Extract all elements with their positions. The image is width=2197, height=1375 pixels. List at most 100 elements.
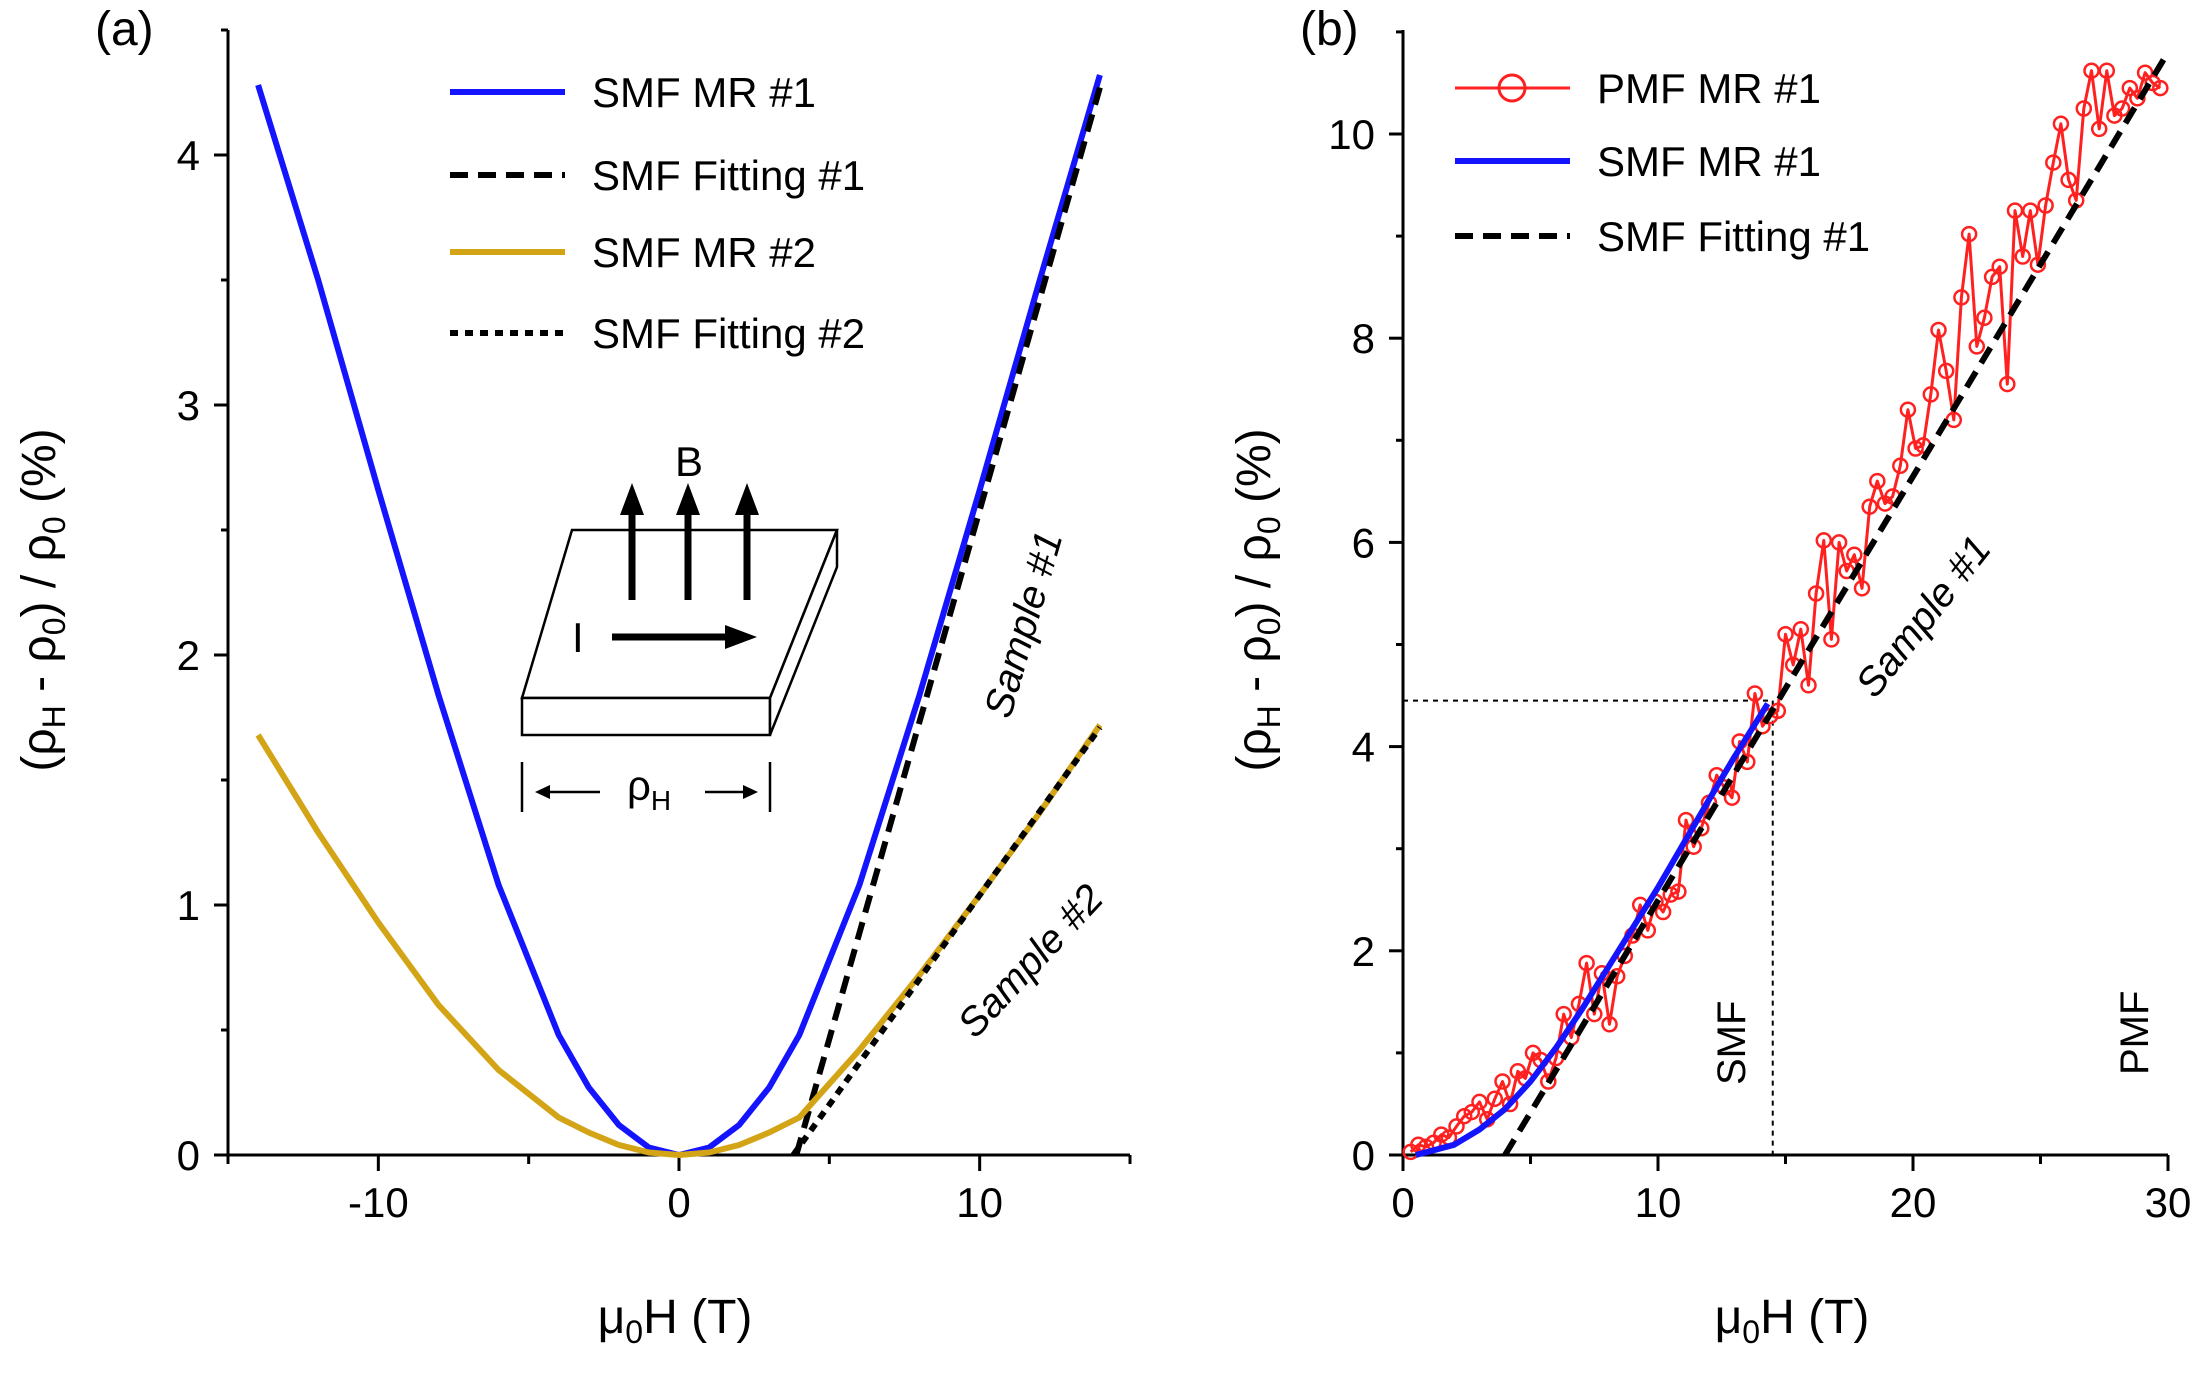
panel-a-xtick-label: 0 bbox=[667, 1179, 690, 1226]
panel-b-pmf-label: PMF bbox=[2113, 991, 2157, 1075]
panel-b-series-pmf-mr-1-point bbox=[1670, 883, 1687, 900]
panel-b-series-pmf-mr-1-point bbox=[1976, 309, 1993, 327]
panel-b-series-pmf-mr-1-point bbox=[2129, 90, 2146, 107]
panel-b-series-pmf-mr-1-point bbox=[1471, 1093, 1488, 1111]
panel-b-series-pmf-mr-1-point bbox=[2098, 62, 2116, 79]
panel-a-ytick-label: 2 bbox=[177, 632, 200, 679]
panel-b-ytick-label: 4 bbox=[1352, 724, 1375, 771]
panel-b-series-pmf-mr-1-point bbox=[1869, 472, 1886, 490]
panel-a-series-smf-fitting-1 bbox=[793, 86, 1103, 1156]
panel-a-xtick-label: 10 bbox=[956, 1179, 1003, 1226]
panel-b-series-pmf-mr-1-point bbox=[1501, 1095, 1519, 1113]
panel-a-series-smf-fitting-2 bbox=[790, 725, 1103, 1157]
panel-b-series-pmf-mr-1-point bbox=[1777, 626, 1794, 643]
panel-a: (a) -10 0 10 0 1 2 3 4 (ρH - ρ0) / ρ0 (%) μ0H (… bbox=[13, 3, 1132, 1350]
panel-b-series-pmf-mr-1-point bbox=[1968, 338, 1986, 355]
field-arrows bbox=[620, 483, 759, 600]
panel-a-series-smf-mr-2 bbox=[255, 723, 1103, 1158]
panel-b-series-pmf-mr-1-point bbox=[1930, 321, 1947, 339]
legend-marker-pmf-mr1 bbox=[1497, 73, 1527, 103]
legend-label-smf-mr2: SMF MR #2 bbox=[592, 229, 816, 276]
panel-b: (b) 0 10 20 30 0 2 4 6 8 10 (ρH - ρ0) / ρ0 (%) μ0… bbox=[1228, 3, 2191, 1350]
panel-b-series-pmf-mr-1-point bbox=[1807, 585, 1825, 602]
panel-b-series-pmf-mr-1-point bbox=[1823, 631, 1840, 648]
inset-schematic: B I ρH bbox=[520, 438, 839, 816]
panel-b-smf-label: SMF bbox=[1710, 1001, 1754, 1085]
panel-b-series-pmf-mr-1-point bbox=[2090, 120, 2108, 138]
field-arrowhead-1 bbox=[620, 483, 644, 515]
panel-b-ytick-label: 8 bbox=[1352, 315, 1375, 362]
panel-b-legend: PMF MR #1 SMF MR #1 SMF Fitting #1 bbox=[1455, 65, 1870, 260]
panel-b-series-pmf-mr-1-point bbox=[1540, 1073, 1557, 1090]
panel-b-series-pmf-mr-1-point bbox=[2136, 64, 2154, 81]
rho-arrowhead-left bbox=[535, 785, 550, 799]
panel-b-series-smf-fitting-1 bbox=[1502, 50, 2171, 1157]
panel-b-xtick-label: 0 bbox=[1391, 1179, 1414, 1226]
panel-b-xtick-label: 10 bbox=[1635, 1179, 1682, 1226]
panel-b-series-pmf-mr-1-point bbox=[1578, 954, 1595, 972]
panel-b-series-pmf-mr-1-point bbox=[1922, 386, 1940, 403]
field-arrowhead-2 bbox=[676, 483, 700, 515]
legend-label-smf-mr1: SMF MR #1 bbox=[592, 69, 816, 116]
panel-b-series-smf-mr-1 bbox=[1415, 702, 1771, 1158]
panel-b-series-pmf-mr-1-point bbox=[2075, 100, 2093, 117]
panel-b-series-pmf-mr-1-point bbox=[1486, 1090, 1504, 1108]
inset-field-label: B bbox=[675, 438, 703, 485]
panel-b-series-pmf-mr-1-point bbox=[1662, 886, 1680, 903]
panel-b-series-pmf-mr-1-point bbox=[1800, 677, 1817, 694]
panel-b-series-pmf-mr-1-point bbox=[1494, 1073, 1511, 1090]
panel-b-x-label: μ0H (T) bbox=[1715, 1291, 1870, 1350]
panel-b-sample1-label: Sample #1 bbox=[1847, 528, 1999, 706]
panel-b-ticks: 0 10 20 30 0 2 4 6 8 10 bbox=[1328, 30, 2192, 1226]
panel-b-xtick-label: 30 bbox=[2145, 1179, 2192, 1226]
panel-b-series-pmf-mr-1-point bbox=[1861, 498, 1878, 515]
panel-b-series-pmf-mr-1-point bbox=[1991, 258, 2008, 275]
panel-b-series-pmf-mr-1-point bbox=[2052, 115, 2070, 133]
panel-b-series-pmf-mr-1-point bbox=[2029, 256, 2047, 273]
panel-b-ytick-label: 10 bbox=[1328, 111, 1375, 158]
panel-b-series-pmf-mr-1-point bbox=[2006, 202, 2024, 219]
panel-a-ytick-label: 0 bbox=[177, 1132, 200, 1179]
panel-b-series-pmf-mr-1-point bbox=[1463, 1103, 1481, 1121]
panel-b-series-pmf-mr-1-point bbox=[1792, 620, 1810, 638]
panel-b-series-pmf-mr-1-point bbox=[2113, 100, 2131, 117]
panel-b-series-pmf-mr-1-point bbox=[1723, 789, 1741, 806]
panel-b-series-pmf-mr-1-point bbox=[1999, 375, 2016, 393]
panel-b-series bbox=[1402, 50, 2171, 1161]
panel-b-series-pmf-mr-1-point bbox=[1677, 811, 1695, 829]
legend-label-pmf-mr1: PMF MR #1 bbox=[1597, 65, 1821, 112]
panel-b-series-pmf-mr-1-point bbox=[1899, 401, 1917, 418]
current-arrowhead bbox=[725, 625, 757, 649]
legend-label-smf-mr1-b: SMF MR #1 bbox=[1597, 138, 1821, 185]
panel-a-y-label: (ρH - ρ0) / ρ0 (%) bbox=[13, 428, 72, 771]
panel-a-sample1-label: Sample #1 bbox=[976, 527, 1071, 723]
panel-b-series-pmf-mr-1-point bbox=[1448, 1118, 1465, 1135]
panel-a-x-label: μ0H (T) bbox=[598, 1291, 753, 1350]
panel-b-series-pmf-mr-1-point bbox=[2022, 202, 2039, 219]
panel-b-series-pmf-mr-1-point bbox=[1846, 546, 1863, 563]
panel-b-label: (b) bbox=[1300, 3, 1359, 56]
panel-a-xtick-label: -10 bbox=[348, 1179, 409, 1226]
panel-b-xtick-label: 20 bbox=[1890, 1179, 1937, 1226]
panel-b-ytick-label: 0 bbox=[1352, 1132, 1375, 1179]
field-arrowhead-3 bbox=[735, 483, 759, 515]
panel-b-series-pmf-mr-1-point bbox=[1892, 457, 1909, 475]
panel-a-ytick-label: 3 bbox=[177, 382, 200, 429]
panel-b-series-pmf-mr-1-point bbox=[2060, 171, 2077, 189]
panel-b-series-pmf-mr-1-point bbox=[2045, 154, 2062, 171]
panel-a-label: (a) bbox=[95, 3, 154, 56]
legend-label-smf-fit2: SMF Fitting #2 bbox=[592, 310, 865, 357]
panel-b-series-pmf-mr-1-point bbox=[1815, 532, 1833, 549]
panel-b-series-pmf-mr-1-point bbox=[1937, 362, 1955, 380]
panel-b-series-pmf-mr-1-point bbox=[1601, 1016, 1618, 1033]
panel-b-series-pmf-mr-1-point bbox=[2083, 62, 2100, 79]
panel-b-reference-lines bbox=[1403, 699, 1774, 1155]
legend-label-smf-fit1-b: SMF Fitting #1 bbox=[1597, 213, 1870, 260]
panel-b-series-pmf-mr-1-point bbox=[1960, 225, 1978, 243]
legend-label-smf-fit1: SMF Fitting #1 bbox=[592, 152, 865, 199]
panel-b-series-pmf-mr-1-point bbox=[1953, 289, 1970, 306]
slab-front bbox=[520, 696, 772, 737]
panel-b-series-pmf-mr-1-point bbox=[1853, 580, 1871, 597]
panel-b-series-pmf-mr-1-point bbox=[2037, 197, 2054, 214]
